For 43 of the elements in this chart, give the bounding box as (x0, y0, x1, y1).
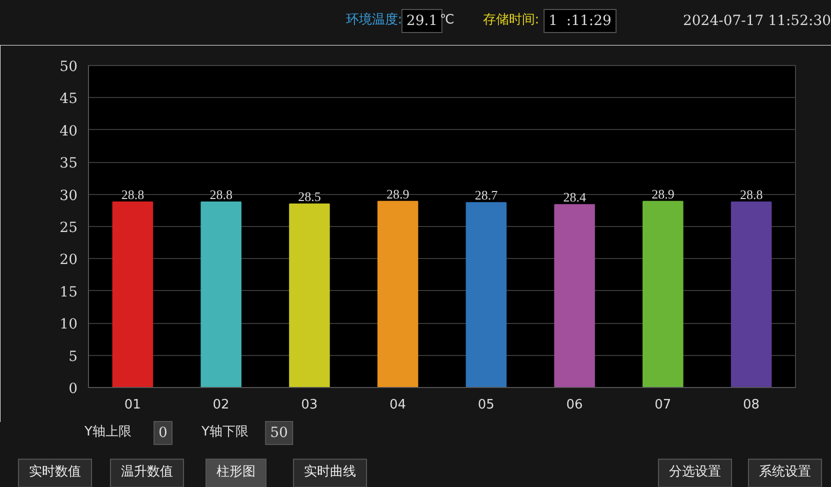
text: 29.1 (406, 13, 438, 29)
y-tick-label: 20 (60, 252, 78, 268)
text: 1 :11:29 (544, 9, 616, 33)
text: Y轴下限 (200, 424, 250, 442)
text: 0 (154, 421, 172, 445)
y-tick-label: 35 (60, 156, 78, 172)
text: ℃ (438, 12, 456, 30)
x-tick-label: 02 (212, 398, 230, 412)
y-tick-label: 15 (60, 284, 78, 300)
text: 系统设置 (748, 458, 822, 487)
text: 50 (265, 421, 293, 445)
y-tick-label: 40 (60, 123, 78, 140)
y-tick-label: 45 (60, 91, 78, 108)
text: 柱形图 (206, 458, 266, 487)
x-tick-label: 03 (301, 398, 318, 412)
x-tick-label: 08 (743, 398, 760, 412)
y-tick-label: 10 (60, 316, 78, 333)
text: 实时数值 (18, 458, 92, 487)
y-tick-label: 5 (68, 348, 78, 365)
data-label: 28.7 (474, 188, 498, 203)
text: 实时曲线 (293, 458, 367, 487)
data-label: 28.8 (210, 187, 232, 202)
text: 温升数值 (110, 458, 184, 487)
data-label: 28.8 (121, 187, 144, 202)
data-label: 28.5 (298, 188, 321, 204)
y-tick-label: 0 (68, 381, 78, 397)
x-tick-label: 05 (478, 398, 494, 412)
y-tick-label: 30 (60, 188, 78, 204)
x-tick-label: 06 (566, 398, 583, 412)
text: 分选设置 (658, 458, 732, 487)
text: 环境温度: (344, 12, 404, 30)
y-tick-label: 25 (60, 220, 78, 236)
text: 存储时间: (482, 12, 540, 30)
x-tick-label: 01 (124, 398, 141, 412)
data-label: 28.4 (563, 190, 586, 205)
x-tick-label: 04 (390, 398, 406, 412)
text: 2024-07-17 11:52:30 (682, 12, 831, 31)
text: Y轴上限 (84, 424, 132, 442)
data-label: 28.8 (740, 187, 763, 202)
data-label: 28.9 (652, 186, 674, 202)
data-label: 28.9 (386, 186, 410, 202)
y-tick-label: 50 (60, 59, 78, 75)
x-tick-label: 07 (654, 398, 672, 412)
